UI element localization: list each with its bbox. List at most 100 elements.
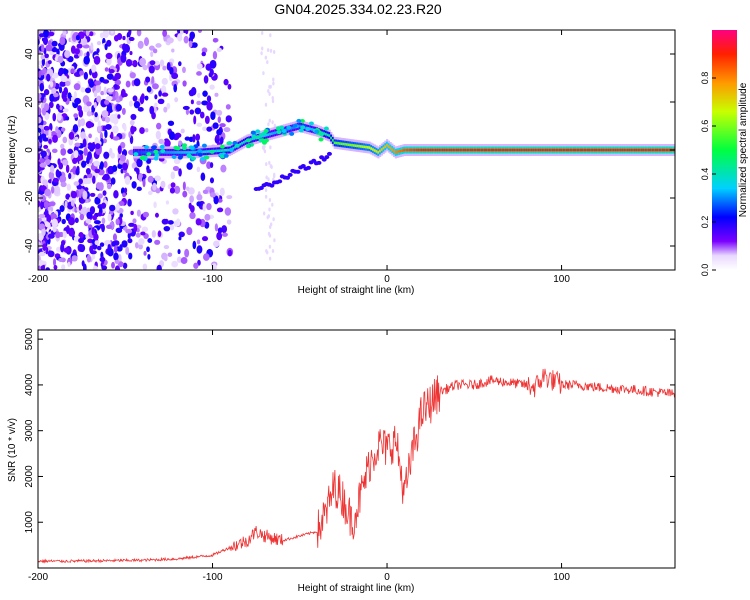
spectrogram-noise-blob — [83, 147, 88, 156]
spectrogram-noise-blob — [125, 228, 133, 234]
spectrogram-noise-blob — [43, 200, 50, 209]
spectrogram-noise-blob — [215, 134, 220, 140]
spectrogram-ytick-label: 0 — [24, 147, 35, 153]
spectrogram-ridge-core — [605, 148, 609, 152]
spectrogram-noise-blob — [223, 78, 229, 86]
spectrogram-ridge-core — [384, 145, 387, 148]
spectrogram-noise-blob — [268, 118, 271, 123]
spectrogram-ridge-mark — [181, 146, 187, 151]
spectrogram-ridge-core — [452, 148, 455, 152]
spectrogram-ridge-core — [438, 148, 441, 152]
spectrogram-ridge-core — [375, 150, 378, 153]
spectrogram-noise-blob — [40, 150, 47, 158]
colorbar-label: Normalized spectral amplitude — [738, 82, 749, 217]
spectrogram-ridge-core — [506, 148, 509, 152]
spectrogram-ridge-core — [344, 142, 347, 146]
spectrogram-noise-blob — [129, 119, 135, 126]
spectrogram-noise-blob — [272, 49, 276, 54]
spectrogram-noise-blob — [196, 245, 203, 254]
spectrogram-noise-blob — [162, 65, 167, 71]
spectrogram-noise-blob — [166, 102, 171, 110]
spectrogram-ridge-core — [651, 148, 654, 152]
spectrogram-noise-blob — [38, 213, 46, 219]
spectrogram-ridge-core — [644, 148, 647, 152]
spectrogram-noise-blob — [186, 227, 193, 236]
spectrogram-ridge-core — [208, 150, 211, 153]
spectrogram-noise-blob — [161, 77, 168, 85]
spectrogram-noise-blob — [192, 134, 196, 143]
spectrogram-noise-blob — [134, 242, 139, 249]
spectrogram-ridge-core — [422, 148, 425, 152]
spectrogram-xtick-label: -200 — [28, 274, 48, 285]
spectrogram-noise-blob — [177, 249, 181, 255]
spectrogram-ridge-core — [660, 148, 663, 152]
spectrogram-noise-blob — [268, 207, 271, 212]
spectrogram-noise-blob — [163, 245, 170, 250]
spectrogram-ridge-core — [424, 148, 427, 152]
spectrogram-ridge-core — [522, 148, 525, 152]
spectrogram-ridge-mark — [287, 172, 293, 177]
spectrogram-noise-blob — [38, 235, 44, 241]
spectrogram-noise-blob — [67, 55, 74, 63]
spectrogram-noise-blob — [97, 125, 102, 132]
spectrogram-noise-blob — [103, 86, 107, 96]
spectrogram-noise-blob — [186, 162, 193, 170]
spectrogram-noise-blob — [261, 145, 265, 150]
spectrogram-noise-blob — [265, 248, 268, 253]
spectrogram-noise-blob — [106, 224, 113, 229]
spectrogram-noise-blob — [268, 91, 271, 96]
spectrogram-noise-blob — [92, 175, 96, 184]
spectrogram-noise-blob — [94, 143, 101, 150]
spectrogram-ridge-core — [270, 132, 274, 135]
spectrogram-noise-blob — [142, 64, 148, 71]
spectrogram-ridge-core — [520, 148, 523, 152]
spectrogram-ridge-core — [623, 148, 626, 152]
spectrogram-noise-blob — [221, 232, 228, 237]
spectrogram-ridge-core — [359, 145, 363, 148]
spectrogram-ridge-core — [356, 144, 359, 148]
spectrogram-ridge-core — [363, 145, 366, 149]
spectrogram-ridge-core — [476, 148, 479, 152]
spectrogram-noise-blob — [40, 54, 45, 60]
spectrogram-noise-blob — [157, 98, 165, 105]
spectrogram-noise-blob — [63, 68, 69, 75]
spectrogram-noise-blob — [39, 83, 44, 92]
spectrogram-ridge-core — [525, 148, 528, 152]
spectrogram-noise-blob — [91, 254, 96, 260]
spectrogram-noise-blob — [271, 120, 274, 125]
spectrogram-noise-blob — [115, 227, 123, 234]
spectrogram-ridge-core — [274, 131, 277, 135]
spectrogram-noise-blob — [38, 142, 42, 147]
spectrogram-noise-blob — [264, 102, 268, 107]
spectrogram-noise-blob — [213, 240, 220, 248]
colorbar-tick-label: 0.8 — [700, 72, 710, 85]
spectrogram-ridge-core — [354, 144, 357, 147]
spectrogram-noise-blob — [209, 59, 217, 69]
spectrogram-ridge-mark — [228, 148, 234, 153]
spectrogram-ridge-core — [220, 149, 223, 152]
spectrogram-ridge-core — [159, 151, 162, 154]
spectrogram-noise-blob — [227, 249, 232, 257]
spectrogram-ridge-core — [612, 148, 616, 152]
spectrogram-noise-blob — [120, 54, 127, 63]
spectrogram-ridge-core — [621, 148, 624, 152]
spectrogram-noise-blob — [72, 157, 78, 165]
spectrogram-ridge-core — [176, 151, 179, 154]
spectrogram-noise-blob — [50, 165, 55, 173]
spectrogram-noise-blob — [104, 129, 108, 139]
spectrogram-noise-blob — [268, 160, 271, 165]
spectrogram-ridge-mark — [259, 138, 265, 143]
spectrogram-noise-blob — [160, 180, 166, 189]
snr-series-line — [38, 368, 675, 564]
spectrogram-noise-blob — [106, 73, 114, 80]
spectrogram-noise-blob — [38, 241, 41, 250]
spectrogram-noise-blob — [217, 227, 223, 234]
spectrogram-noise-blob — [79, 213, 85, 221]
spectrogram-noise-blob — [107, 184, 112, 190]
spectrogram-ridge-mark — [209, 149, 215, 154]
spectrogram-noise-blob — [202, 203, 206, 212]
spectrogram-noise-blob — [74, 217, 79, 223]
spectrogram-ridge-core — [485, 148, 488, 152]
spectrogram-noise-blob — [124, 176, 131, 185]
spectrogram-ridge-core — [183, 151, 186, 154]
